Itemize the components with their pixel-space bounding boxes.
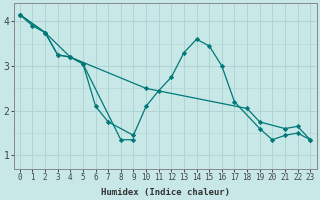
- X-axis label: Humidex (Indice chaleur): Humidex (Indice chaleur): [100, 188, 229, 197]
